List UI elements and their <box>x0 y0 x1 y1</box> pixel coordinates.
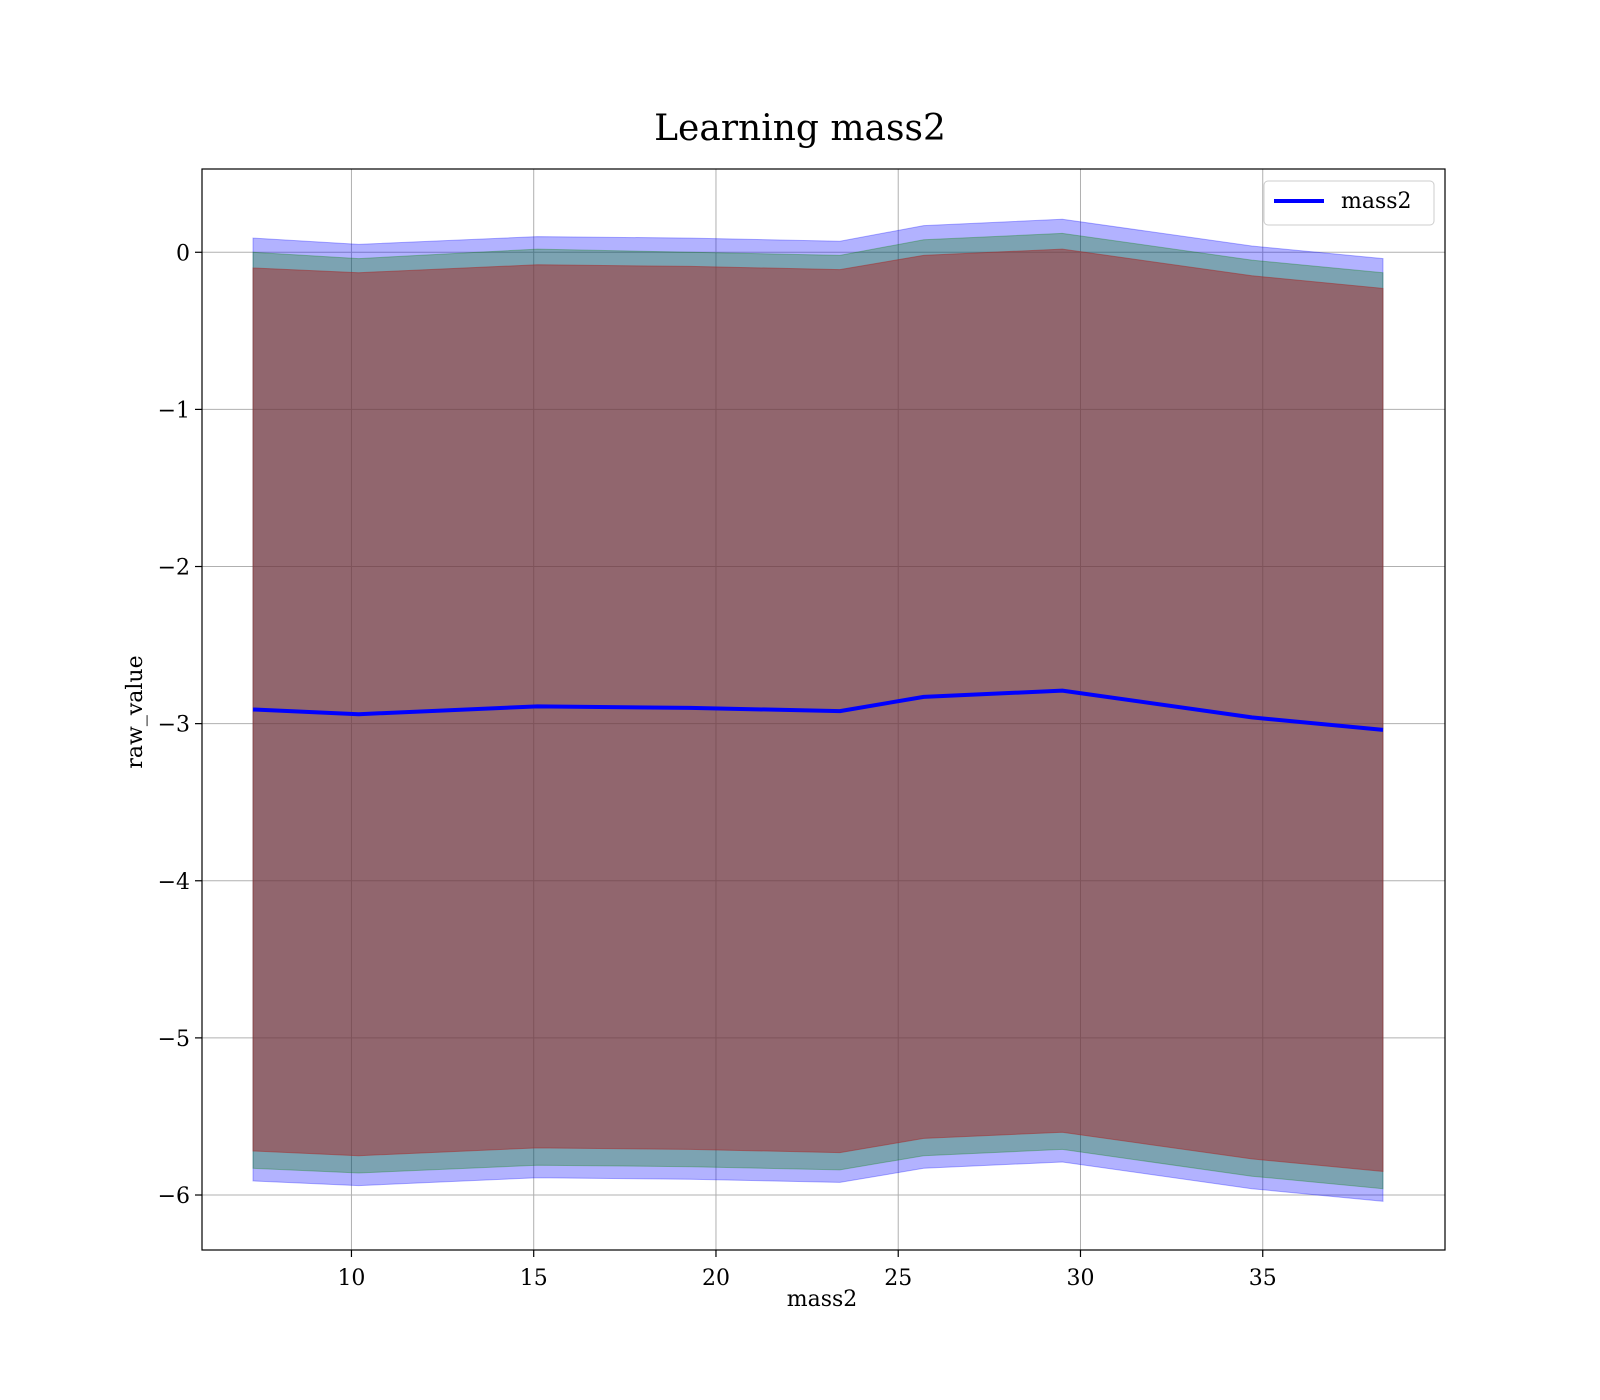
legend-label: mass2 <box>1341 189 1412 214</box>
x-tick-label: 15 <box>520 1266 548 1291</box>
x-axis-ticks: 10 15 20 25 30 35 <box>337 1250 1277 1291</box>
plot-frame <box>201 168 1446 1251</box>
series-lines <box>252 688 1384 732</box>
y-tick-label: −6 <box>158 1184 190 1209</box>
y-tick-label: −3 <box>158 713 190 738</box>
y-tick-label: −5 <box>158 1027 190 1052</box>
x-tick-label: 35 <box>1249 1266 1277 1291</box>
y-tick-label: −4 <box>158 870 190 895</box>
x-tick-label: 25 <box>884 1266 912 1291</box>
series-line-mass2 <box>252 688 1384 732</box>
x-axis-label: mass2 <box>787 1287 858 1312</box>
y-tick-label: −1 <box>158 398 190 423</box>
y-axis-ticks: 0 −1 −2 −3 −4 −5 −6 <box>158 241 202 1209</box>
x-tick-label: 20 <box>702 1266 730 1291</box>
y-tick-label: −2 <box>158 556 190 581</box>
x-tick-label: 10 <box>337 1266 365 1291</box>
legend: mass2 <box>1263 180 1435 226</box>
y-tick-label: 0 <box>176 241 190 266</box>
y-axis-label: raw_value <box>123 655 148 768</box>
chart-title: Learning mass2 <box>654 108 946 149</box>
x-tick-label: 30 <box>1066 1266 1094 1291</box>
legend-box <box>1263 180 1435 226</box>
